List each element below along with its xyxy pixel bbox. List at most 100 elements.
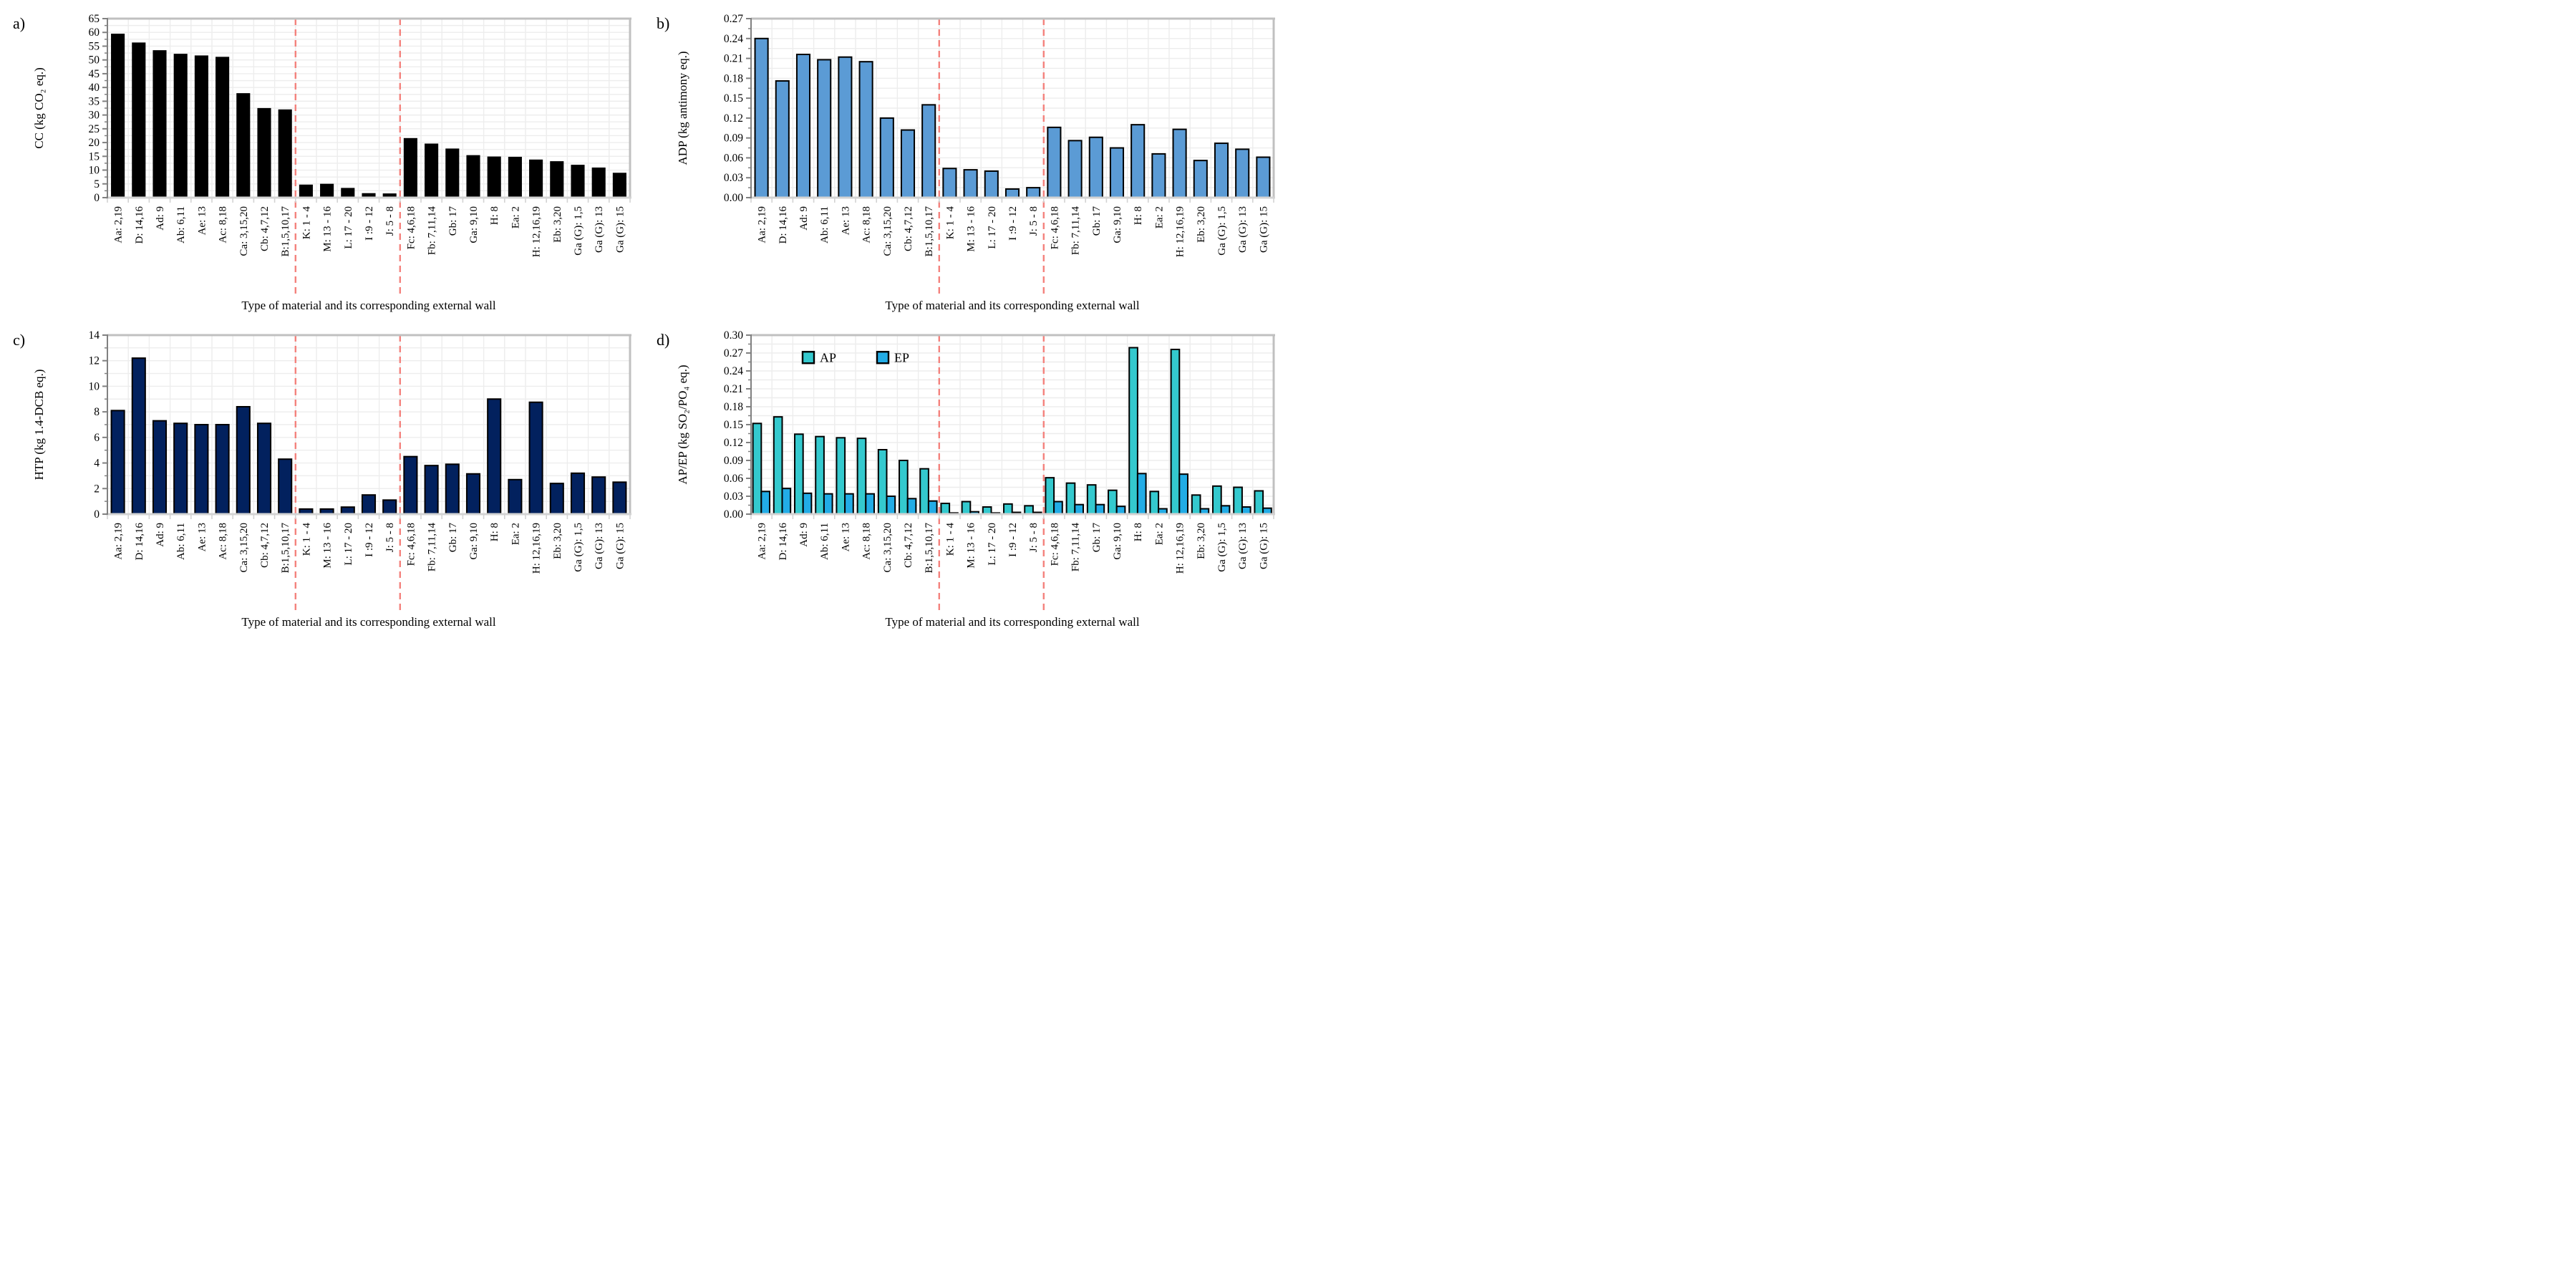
x-tick-label: B:1,5,10,17 [924,206,935,257]
y-tick-label: 0.00 [724,508,743,521]
y-axis-title: CC (kg CO₂ eq.) [32,67,46,149]
bar-EP-22 [1220,505,1231,516]
y-tick-label: 14 [89,329,100,342]
x-tick-label: B:1,5,10,17 [280,206,291,257]
x-tick-label: Ca: 3,15,20 [882,523,894,573]
bar-AP-15 [1065,482,1076,516]
x-tick-label: D: 14,16 [134,523,145,561]
x-tick-label: K: 1 - 4 [301,523,312,556]
x-tick-label: H: 8 [1133,523,1144,541]
x-tick-label: Ga (G): 13 [594,523,605,569]
y-tick-label: 0.21 [724,53,743,65]
x-tick-label: Ga (G): 13 [594,206,605,253]
x-tick-label: L: 17 - 20 [987,523,998,566]
bar-HTP-20 [528,401,543,515]
y-tick-label: 0 [94,192,100,204]
y-tick-label: 40 [89,82,100,94]
legend-label-EP: EP [894,350,909,364]
bar-ADP-7 [900,129,916,198]
x-tick-label: Aa: 2,19 [757,206,768,243]
x-tick-label: Ea: 2 [1153,523,1165,545]
x-tick-label: Fb: 7,11,14 [1070,206,1082,256]
bar-AP-22 [1212,485,1222,515]
bar-AP-21 [1191,494,1201,515]
bar-HTP-5 [215,424,230,515]
bar-AP-10 [961,501,972,515]
x-tick-label: Ae: 13 [196,206,208,235]
y-axis-title: ADP (kg antimony eq.) [676,52,689,165]
y-tick-label: 0.15 [724,92,743,105]
bar-CC-11 [341,188,355,198]
chart-b: 0.00 0.03 0.06 0.09 0.12 0.15 0.18 0.21 0.24 0.27… [657,13,1275,312]
x-tick-label: Eb: 3,20 [552,206,563,243]
y-tick-label: 0.27 [724,347,743,359]
x-tick-label: Ga (G): 15 [614,206,626,253]
x-tick-label: H: 8 [1133,206,1144,225]
y-tick-label: 0.00 [724,192,743,204]
panel-b: 0.00 0.03 0.06 0.09 0.12 0.15 0.18 0.21 0.24 0.27… [644,0,1288,316]
panel-c: 0 2 4 6 8 10 12 14 Aa: 2,19 D: 14,16 Ad: 9 Ab: 6,11… [0,316,644,633]
y-tick-label: 0.30 [724,329,743,342]
bar-CC-19 [508,156,522,198]
y-tick-label: 45 [89,68,100,80]
x-tick-label: Ae: 13 [196,523,208,551]
x-tick-label: L: 17 - 20 [343,523,354,566]
bar-CC-4 [194,55,208,198]
x-axis-title: Type of material and its corresponding e… [241,299,495,312]
x-tick-label: Cb: 4,7,12 [259,206,271,251]
bar-AP-9 [940,503,951,515]
x-tick-label: Fb: 7,11,14 [427,523,438,572]
bar-HTP-4 [194,424,209,515]
legend-swatch-AP [801,351,815,364]
legend-label-AP: AP [820,350,836,364]
x-tick-label: Ac: 8,18 [861,523,873,560]
x-tick-label: M: 13 - 16 [322,206,334,251]
bar-HTP-19 [508,478,523,516]
x-tick-label: Ab: 6,11 [819,206,831,243]
x-tick-label: H: 8 [489,523,500,541]
bar-AP-20 [1170,349,1181,515]
bar-AP-24 [1254,490,1264,515]
y-tick-label: 0.24 [724,33,743,45]
bar-AP-0 [752,422,762,515]
x-tick-label: I :9 - 12 [364,206,375,241]
x-tick-label: Fb: 7,11,14 [1070,523,1082,572]
x-tick-label: D: 14,16 [778,206,789,244]
y-axis-title: AP/EP (kg SO₂/PO₄ eq.) [676,364,689,484]
x-tick-label: Cb: 4,7,12 [259,523,271,568]
x-tick-label: Ga: 9,10 [468,206,480,243]
y-tick-label: 8 [94,406,100,418]
x-tick-label: Ea: 2 [1153,206,1165,228]
bar-EP-4 [844,493,854,516]
bar-HTP-0 [110,410,125,515]
x-tick-label: Ae: 13 [840,206,851,235]
y-tick-label: 0.03 [724,172,743,184]
panel-a: 0 5 10 15 20 25 30 35 40 45 50 55 60 65 Aa: 2,19 D: 14,… [0,0,644,316]
x-tick-label: Ac: 8,18 [218,206,229,243]
bar-ADP-17 [1109,147,1125,198]
bar-ADP-3 [817,59,832,198]
bar-ADP-1 [775,80,790,199]
x-tick-label: Ga: 9,10 [1112,206,1123,243]
y-tick-label: 10 [89,165,100,177]
x-tick-label: Ad: 9 [798,206,810,231]
x-tick-label: Ea: 2 [510,523,521,545]
bar-AP-12 [1003,503,1013,516]
x-tick-label: Ga (G): 13 [1237,523,1249,569]
x-tick-label: D: 14,16 [134,206,145,244]
bar-EP-15 [1074,503,1084,515]
x-tick-label: Ca: 3,15,20 [238,523,250,573]
x-tick-label: Eb: 3,20 [1196,523,1207,559]
x-tick-label: M: 13 - 16 [966,523,977,569]
x-tick-label: Ad: 9 [155,523,166,547]
bar-CC-21 [550,161,564,198]
x-tick-label: Ga (G): 15 [1258,206,1269,253]
bar-AP-13 [1024,505,1034,516]
x-tick-label: Fc: 4,6,18 [1049,206,1060,249]
x-tick-label: Ca: 3,15,20 [882,206,894,256]
y-tick-label: 0.12 [724,437,743,449]
x-tick-label: Gb: 17 [1091,523,1103,553]
bar-HTP-1 [131,357,146,516]
x-tick-label: L: 17 - 20 [343,206,354,249]
bar-CC-7 [257,107,271,198]
